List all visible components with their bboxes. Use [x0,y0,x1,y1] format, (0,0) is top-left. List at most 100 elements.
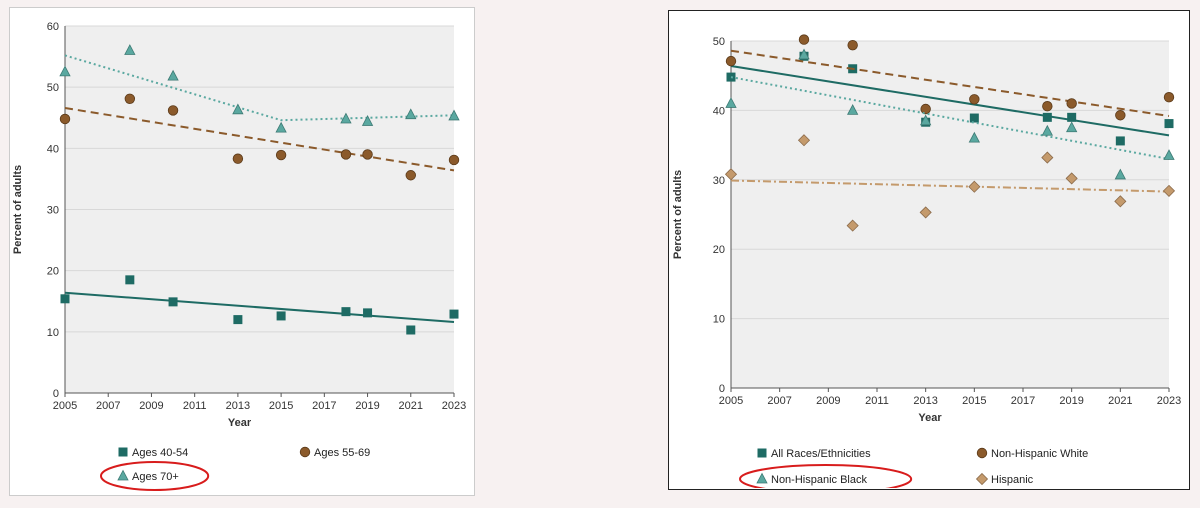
x-tick-label-2009: 2009 [816,395,840,407]
x-tick-label-2007: 2007 [96,400,120,412]
point-hispanic-2018 [1041,151,1054,164]
plot-area [731,41,1169,388]
point-non-hispanic-white-2015 [969,94,980,105]
legend: Ages 40-54 Ages 55-69 Ages 70+ [100,446,370,491]
y-tick-label-60: 60 [47,21,59,33]
y-tick-label-30: 30 [713,175,725,187]
y-tick-label-10: 10 [47,327,59,339]
point-ages-70-2015 [275,121,287,133]
chart-right: 0 10 20 30 40 50 2005 2007 2009 2011 2013 2015 2017 2… [672,34,1181,494]
y-tick-label-0: 0 [53,388,59,400]
trend-line-all-races-ethnicities [730,65,1170,137]
legend-label-ages-70: Ages 70+ [132,471,179,483]
point-non-hispanic-black-2005 [725,97,737,108]
point-non-hispanic-black-2021 [1114,168,1126,180]
y-tick-label-20: 20 [47,266,59,278]
x-tick-label-2021: 2021 [399,400,423,412]
point-hispanic-2015 [968,180,981,193]
x-tick-label-2023: 2023 [1157,395,1181,407]
point-ages-70-2021 [405,108,417,120]
y-tick-label-0: 0 [719,383,725,395]
point-non-hispanic-black-2018 [1041,124,1053,136]
x-axis-label: Year [918,412,942,424]
point-non-hispanic-white-2021 [1115,110,1126,121]
point-ages-55-69-2010 [167,105,179,116]
point-ages-70-2018 [340,112,352,124]
point-ages-70-2019 [361,115,374,126]
legend-label-all-races-ethnicities: All Races/Ethnicities [771,448,871,460]
x-tick-label-2015: 2015 [269,400,293,412]
series-ages-55-69 [59,93,460,181]
point-ages-40-54-2010 [168,297,178,307]
x-tick-label-2017: 2017 [312,400,336,412]
point-ages-70-2013 [232,103,244,115]
x-tick-label-2021: 2021 [1108,395,1132,407]
point-ages-40-54-2023 [449,309,459,319]
point-ages-40-54-2018 [341,307,351,317]
point-hispanic-2021 [1114,195,1127,208]
x-tick-label-2023: 2023 [442,400,466,412]
point-all-races-ethnicities-2005 [726,72,736,82]
trend-line-ages-70 [64,54,455,122]
point-all-races-ethnicities-2021 [1115,136,1125,146]
point-non-hispanic-white-2018 [1042,101,1053,112]
legend-marker-hispanic [975,472,989,486]
point-ages-40-54-2021 [406,325,416,335]
series-non-hispanic-white [725,34,1175,121]
point-ages-55-69-2013 [232,153,244,164]
y-tick-label-10: 10 [713,314,725,326]
point-non-hispanic-black-2008 [798,48,810,60]
x-tick-label-2005: 2005 [53,400,77,412]
y-tick-label-50: 50 [47,82,59,94]
point-non-hispanic-white-2019 [1066,98,1077,109]
x-tick-label-2005: 2005 [719,395,743,407]
point-hispanic-2005 [724,168,738,181]
legend-marker-non-hispanic-white [976,447,988,459]
point-all-races-ethnicities-2019 [1067,112,1077,122]
legend-marker-ages-40-54 [118,447,128,457]
point-ages-55-69-2023 [448,154,460,166]
legend-label-hispanic: Hispanic [991,474,1034,486]
x-tick-label-2019: 2019 [355,400,379,412]
point-ages-40-54-2005 [60,294,70,304]
point-ages-40-54-2008 [125,275,135,285]
point-hispanic-2019 [1065,172,1078,185]
x-tick-label-2011: 2011 [183,400,207,412]
point-non-hispanic-black-2023 [1163,149,1175,160]
series-non-hispanic-black [725,48,1175,180]
point-ages-55-69-2019 [362,149,373,160]
trend-line-ages-40-54 [64,291,455,323]
trend-line-ages-55-69 [64,107,455,172]
highlight-ellipse [100,461,210,491]
x-tick-label-2007: 2007 [767,395,791,407]
x-tick-label-2009: 2009 [139,400,163,412]
point-ages-40-54-2019 [363,308,373,318]
x-tick-label-2013: 2013 [226,400,250,412]
point-ages-70-2010 [167,69,179,81]
series-ages-40-54 [60,275,459,335]
legend: All Races/Ethnicities Non-Hispanic White N… [739,447,1088,494]
point-ages-55-69-2018 [340,149,352,160]
chart-panel-left: 0 10 20 30 40 50 60 2005 2007 2009 2011 2013 2015 201… [10,8,474,495]
point-ages-55-69-2005 [59,113,71,125]
legend-marker-ages-70 [117,469,129,481]
x-tick-label-2015: 2015 [962,395,986,407]
y-axis-label: Percent of adults [12,165,24,254]
point-all-races-ethnicities-2015 [969,113,979,123]
point-hispanic-2010 [846,219,859,232]
point-ages-55-69-2015 [275,149,287,161]
point-non-hispanic-white-2010 [847,39,858,51]
trend-line-hispanic [730,179,1170,193]
legend-marker-non-hispanic-black [756,472,768,484]
point-ages-55-69-2021 [405,170,416,181]
point-non-hispanic-white-2013 [920,103,931,115]
point-ages-70-2005 [59,65,71,77]
legend-label-non-hispanic-black: Non-Hispanic Black [771,474,867,486]
y-tick-label-30: 30 [47,205,59,217]
point-non-hispanic-black-2010 [847,104,859,115]
legend-marker-ages-55-69 [299,446,311,458]
y-tick-label-50: 50 [713,36,725,48]
legend-label-ages-40-54: Ages 40-54 [132,447,188,459]
point-non-hispanic-white-2023 [1163,92,1175,103]
x-axis-label: Year [228,417,252,429]
